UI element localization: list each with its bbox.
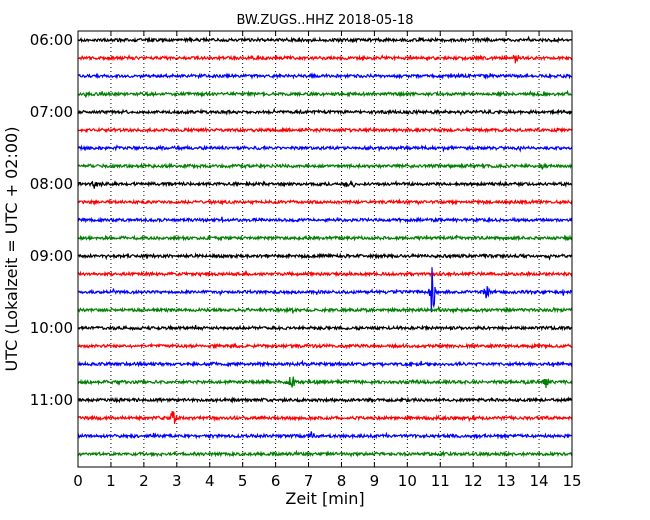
x-tick-label: 12 [464,472,483,490]
trace-1030 [77,359,573,368]
trace-1115 [77,411,573,425]
x-tick-label: 2 [139,472,149,490]
y-tick-label: 06:00 [30,31,73,49]
trace-1015 [77,342,573,350]
x-tick-label: 8 [337,472,347,490]
y-tick-label: 10:00 [30,319,73,337]
x-tick-label: 10 [398,472,417,490]
trace-0915 [77,269,573,278]
x-tick-label: 11 [431,472,450,490]
x-tick-label: 3 [172,472,182,490]
y-tick-label: 07:00 [30,103,73,121]
trace-0930 [77,267,573,313]
x-tick-label: 14 [530,472,549,490]
trace-0700 [77,107,573,116]
grid-lines [110,31,540,467]
trace-0715 [77,126,573,134]
trace-0630 [77,72,573,80]
plot-frame [77,30,573,468]
trace-0645 [77,89,572,98]
x-tick-label: 7 [304,472,314,490]
trace-1100 [77,396,573,404]
y-tick-label: 08:00 [30,175,73,193]
x-tick-label: 5 [238,472,248,490]
trace-1000 [77,324,572,332]
trace-0745 [77,162,573,170]
x-tick-label: 0 [73,472,83,490]
x-tick-label: 6 [271,472,281,490]
x-tick-label: 13 [497,472,516,490]
trace-0845 [77,234,573,242]
trace-0800 [77,180,573,189]
axes: 0 1 2 3 4 5 6 7 8 9 10 11 12 13 14 1506:0007:0008:0009:… [30,31,582,490]
trace-0945 [77,305,573,314]
x-tick-label: 1 [106,472,116,490]
seismic-traces [77,35,573,458]
y-tick-label: 09:00 [30,247,73,265]
trace-0900 [77,252,573,261]
trace-1145 [77,449,573,458]
trace-0615 [77,54,573,64]
x-axis-label: Zeit [min] [285,489,364,508]
x-tick-label: 15 [562,472,581,490]
x-tick-label: 4 [205,472,215,490]
trace-1045 [77,376,573,388]
x-tick-label: 9 [370,472,380,490]
trace-0730 [77,144,573,153]
trace-1130 [77,431,572,440]
y-tick-label: 11:00 [30,391,73,409]
chart-title: BW.ZUGS..HHZ 2018-05-18 [236,13,413,28]
trace-0600 [77,35,572,45]
y-axis-label: UTC (Lokalzeit = UTC + 02:00) [2,127,21,372]
trace-0830 [77,216,573,224]
trace-0815 [77,198,573,206]
